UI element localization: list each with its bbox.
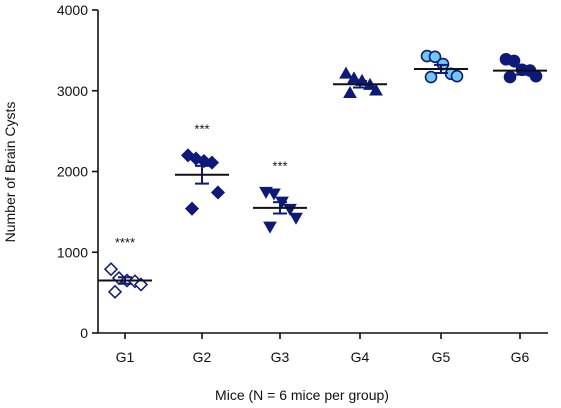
axes: 0 1000 2000 3000 4000 G1 G2 G3 G4 G5 G6: [57, 2, 548, 365]
y-tick-label: 4000: [57, 2, 88, 18]
significance-label: ****: [115, 235, 135, 250]
data-point: [210, 185, 226, 200]
x-tick-label: G3: [271, 349, 290, 365]
x-axis-title: Mice (N = 6 mice per group): [215, 387, 389, 403]
y-tick-label: 2000: [57, 164, 88, 180]
data-point: [289, 212, 303, 225]
group-g6: [493, 52, 547, 84]
x-tick-label: G4: [351, 349, 370, 365]
x-tick-label: G2: [193, 349, 212, 365]
significance-label: ***: [272, 158, 287, 173]
y-axis-title: Number of Brain Cysts: [2, 102, 18, 243]
data-point: [184, 201, 200, 216]
y-tick-label: 0: [80, 325, 88, 341]
data-point: [450, 69, 464, 83]
data-point: [503, 70, 517, 84]
data-point: [263, 221, 277, 234]
data-point: [424, 70, 438, 84]
y-tick-label: 1000: [57, 244, 88, 260]
data-point: [428, 50, 442, 64]
plot-area: **********: [98, 49, 547, 299]
x-tick-label: G6: [511, 349, 530, 365]
data-point: [107, 284, 123, 299]
data-point: [507, 54, 521, 68]
data-point: [339, 66, 353, 79]
data-point: [103, 262, 119, 277]
data-point: [343, 85, 357, 98]
significance-label: ***: [194, 121, 209, 136]
x-tick-label: G5: [432, 349, 451, 365]
y-tick-label: 3000: [57, 83, 88, 99]
data-point: [133, 277, 149, 292]
group-g4: [333, 66, 387, 98]
data-point: [369, 83, 383, 96]
group-g5: [414, 49, 468, 84]
x-tick-label: G1: [116, 349, 135, 365]
group-g2: ***: [175, 121, 229, 216]
group-g3: ***: [253, 158, 307, 234]
data-point: [529, 69, 543, 83]
group-g1: ****: [98, 235, 152, 299]
data-point: [267, 188, 281, 201]
